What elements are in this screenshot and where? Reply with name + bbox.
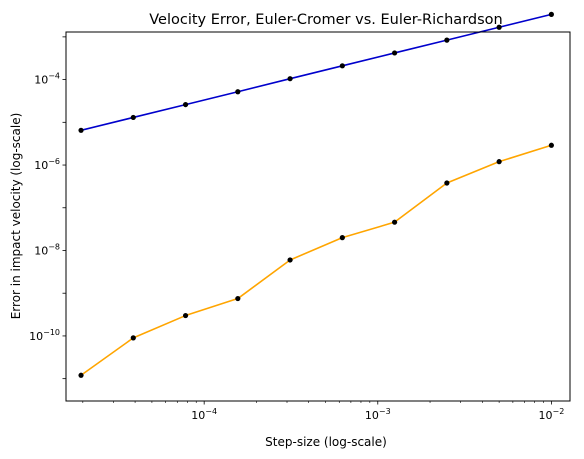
series-1-line: [80, 13, 552, 132]
y-tick-label: 10−6: [34, 157, 60, 172]
x-tick-label: 10−2: [538, 407, 564, 422]
series-1-point: [78, 127, 84, 133]
series-1-point: [496, 24, 502, 30]
chart-title: Velocity Error, Euler-Cromer vs. Euler-R…: [149, 12, 502, 28]
series-2-line: [80, 144, 552, 376]
y-axis-label: Error in impact velocity (log-scale): [9, 113, 23, 320]
series-2-point: [235, 295, 241, 302]
series-2-point: [548, 142, 554, 148]
series-2-point: [182, 312, 189, 319]
series-2-point: [130, 335, 136, 341]
y-axis-ticks: 10−10 10−8 10−6 10−4: [29, 36, 66, 380]
series-2-point: [339, 235, 345, 241]
series-2-point: [78, 372, 84, 378]
series-1-point: [392, 50, 398, 56]
series-1-point: [130, 114, 136, 121]
series-2-point: [287, 257, 293, 263]
x-tick-label: 10−3: [365, 407, 391, 422]
y-tick-label: 10−10: [29, 328, 60, 343]
series-2-point: [496, 159, 502, 165]
series-1-point: [444, 37, 450, 43]
plot-area: [80, 13, 552, 376]
series-2-point: [392, 219, 398, 225]
data-markers: [78, 11, 554, 378]
x-axis-label: Step-size (log-scale): [265, 435, 387, 449]
y-tick-label: 10−8: [34, 242, 60, 257]
y-tick-label: 10−4: [34, 72, 60, 87]
series-2-point: [444, 180, 450, 186]
series-1-point: [182, 101, 189, 108]
series-1-point: [548, 11, 554, 17]
x-tick-label: 10−4: [191, 407, 217, 422]
plot-frame: [65, 31, 571, 402]
series-1-point: [235, 89, 241, 95]
x-axis-ticks: 10−4 10−3 10−2: [82, 401, 564, 422]
series-1-point: [287, 76, 293, 82]
series-1-point: [339, 63, 345, 69]
